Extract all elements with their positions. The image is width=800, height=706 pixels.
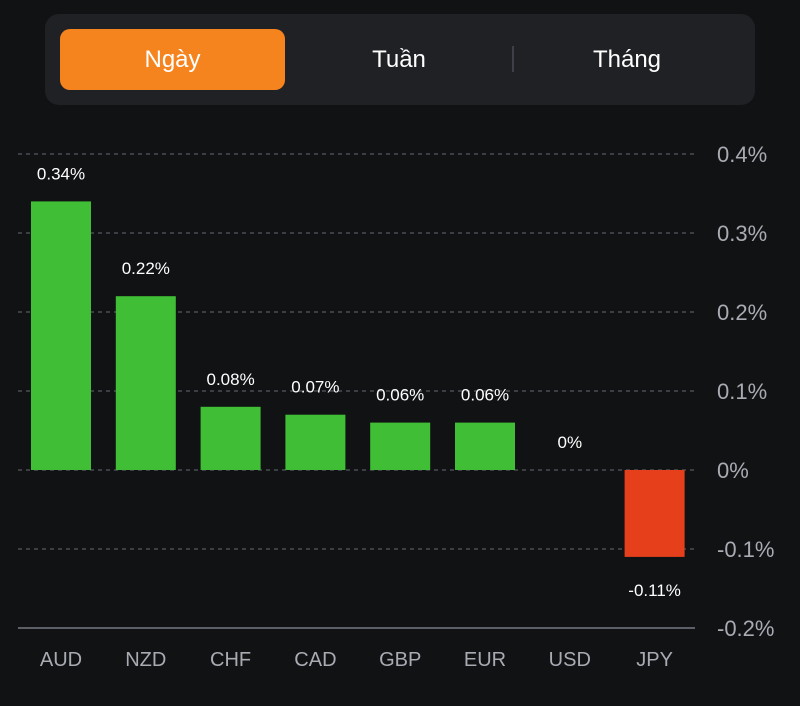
data-label: 0.08% bbox=[206, 370, 254, 389]
timeframe-segmented-control: Ngày Tuần Tháng bbox=[45, 14, 755, 105]
data-label: 0% bbox=[558, 433, 583, 452]
data-label: 0.07% bbox=[291, 378, 339, 397]
data-label: 0.34% bbox=[37, 164, 85, 183]
x-category-label: CAD bbox=[294, 649, 336, 671]
y-tick-label: -0.2% bbox=[717, 616, 774, 641]
x-category-label: NZD bbox=[125, 649, 166, 671]
bar-nzd bbox=[115, 296, 176, 470]
tab-divider bbox=[512, 46, 514, 72]
y-tick-label: 0.3% bbox=[717, 221, 767, 246]
y-tick-label: 0% bbox=[717, 458, 749, 483]
y-tick-label: 0.4% bbox=[717, 142, 767, 167]
bar-jpy bbox=[624, 470, 685, 557]
x-category-label: CHF bbox=[210, 649, 251, 671]
data-label: 0.06% bbox=[376, 386, 424, 405]
data-label: -0.11% bbox=[628, 581, 681, 600]
data-label: 0.06% bbox=[461, 386, 509, 405]
x-category-label: USD bbox=[549, 649, 591, 671]
tab-month[interactable]: Tháng bbox=[592, 45, 662, 73]
bar-gbp bbox=[370, 422, 431, 470]
x-category-label: AUD bbox=[40, 649, 82, 671]
tab-day[interactable]: Ngày bbox=[60, 29, 285, 90]
bar-chf bbox=[200, 406, 261, 470]
data-label: 0.22% bbox=[122, 259, 170, 278]
x-category-label: EUR bbox=[464, 649, 506, 671]
bar-cad bbox=[285, 414, 346, 470]
bar-eur bbox=[455, 422, 515, 470]
bar-aud bbox=[31, 201, 91, 470]
y-tick-label: 0.2% bbox=[717, 300, 767, 325]
y-tick-label: -0.1% bbox=[717, 537, 774, 562]
x-category-label: JPY bbox=[636, 649, 673, 671]
y-tick-label: 0.1% bbox=[717, 379, 767, 404]
x-category-label: GBP bbox=[379, 649, 421, 671]
tab-week[interactable]: Tuần bbox=[372, 45, 426, 73]
